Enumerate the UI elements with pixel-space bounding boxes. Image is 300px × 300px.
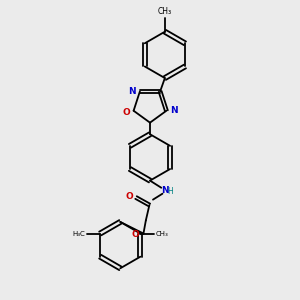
Text: H₃C: H₃C [73,230,85,236]
Text: H: H [167,187,173,196]
Text: N: N [170,106,178,115]
Text: O: O [125,192,133,201]
Text: CH₃: CH₃ [155,230,168,236]
Text: N: N [161,186,169,195]
Text: N: N [128,87,136,96]
Text: O: O [122,108,130,117]
Text: O: O [131,230,139,238]
Text: CH₃: CH₃ [158,7,172,16]
